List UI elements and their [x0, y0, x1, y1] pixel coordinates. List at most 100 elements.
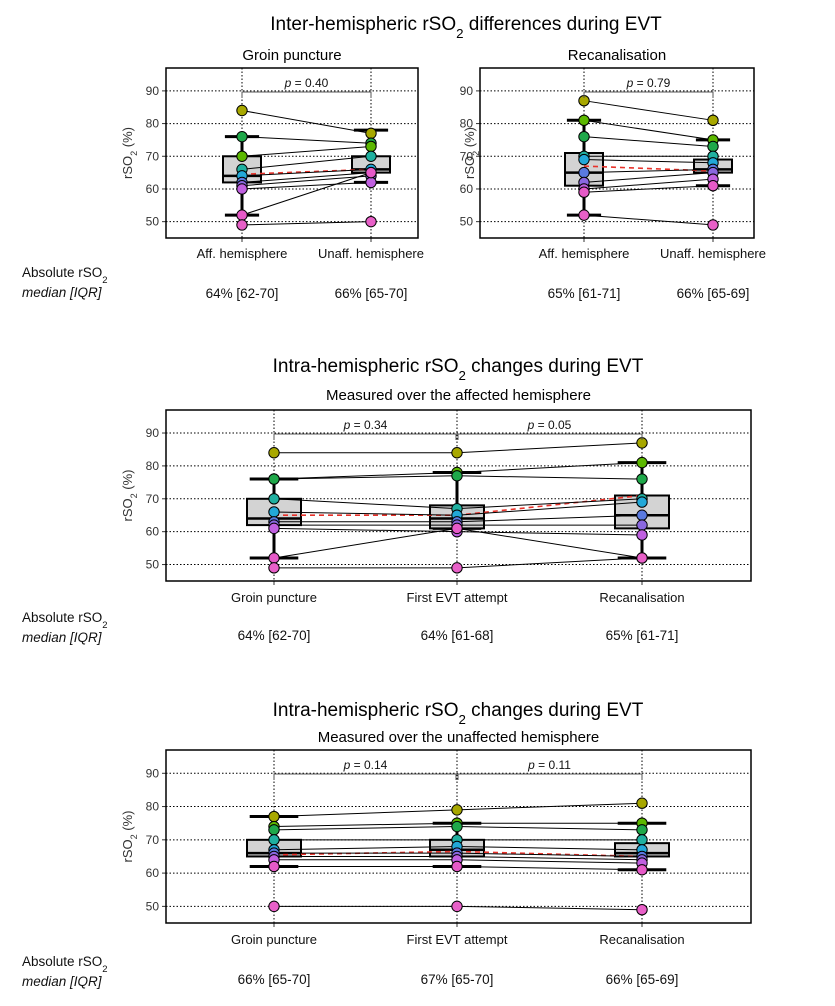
data-point-10-1 [268, 900, 280, 913]
category-label-1: Aff. hemisphere [197, 246, 288, 261]
data-point-3-2 [365, 140, 377, 153]
data-point-7-3 [636, 519, 648, 531]
data-point-10-1 [578, 209, 590, 221]
patient-line-8-2 [456, 531, 643, 536]
patient-line-2-2 [456, 462, 643, 473]
panel-subtitle: Recanalisation [568, 47, 666, 64]
data-point-2-3 [636, 456, 648, 469]
patient-line-4-1 [273, 498, 458, 510]
data-point-10-2 [451, 562, 463, 574]
patient-line-3-1 [241, 145, 372, 157]
data-point-3-1 [236, 150, 248, 162]
p-value-label-1: p = 0.40 [284, 76, 329, 90]
p-value-label-1: p = 0.14 [343, 758, 388, 772]
data-point-3-1 [268, 473, 280, 485]
patient-line-10-2 [456, 905, 643, 911]
tick-label-y-90: 90 [460, 84, 474, 98]
patient-line-3-1 [273, 475, 458, 480]
tick-label-y-80: 80 [146, 800, 160, 814]
significance-bracket-1 [273, 433, 457, 440]
median-iqr-value-2: 67% [65-70] [421, 972, 494, 987]
tick-label-y-80: 80 [146, 117, 160, 131]
section-title: Intra-hemispheric rSO2 changes during EV… [273, 700, 644, 727]
patient-line-1-1 [583, 100, 714, 121]
patient-line-5-1 [583, 159, 714, 164]
patient-line-6-2 [456, 514, 643, 523]
summary-label: Absolute rSO2 [22, 954, 108, 975]
plot-frame [479, 67, 755, 239]
data-point-10-2 [365, 215, 377, 228]
summary-sublabel: median [IQR] [22, 974, 103, 989]
data-point-2-1 [578, 114, 590, 127]
chart-panel-1: Inter-hemispheric rSO2 differences durin… [22, 14, 662, 301]
data-point-10-3 [636, 903, 648, 916]
tick-label-y-50: 50 [146, 899, 160, 913]
patient-line-1-2 [456, 442, 643, 454]
patient-line-5-2 [456, 845, 643, 851]
section-title: Intra-hemispheric rSO2 changes during EV… [273, 356, 644, 383]
patient-line-4-1 [241, 155, 372, 170]
patient-line-2-1 [241, 136, 372, 144]
data-point-5-3 [636, 496, 648, 508]
data-point-9-1 [236, 209, 248, 221]
data-point-8-1 [268, 522, 280, 535]
patient-line-9-1 [583, 185, 714, 193]
tick-label-y-50: 50 [146, 215, 160, 229]
p-value-label-2: p = 0.05 [527, 418, 572, 432]
data-point-4-2 [365, 150, 377, 162]
tick-label-y-90: 90 [146, 84, 160, 98]
category-label-2: First EVT attempt [407, 590, 508, 605]
data-point-3-1 [268, 824, 280, 836]
patient-line-3-1 [583, 136, 714, 147]
tick-label-y-70: 70 [146, 492, 160, 506]
patient-line-10-1 [583, 214, 714, 226]
patient-line-9-1 [241, 172, 372, 216]
data-point-1-2 [451, 804, 463, 816]
patient-line-5-1 [241, 168, 372, 177]
data-point-10-2 [707, 219, 719, 231]
summary-sublabel: median [IQR] [22, 285, 103, 300]
median-iqr-value-1: 65% [61-71] [548, 286, 621, 301]
patient-line-8-2 [456, 859, 643, 864]
patient-line-9-2 [456, 865, 643, 871]
patient-line-5-1 [273, 511, 458, 516]
patient-line-3-2 [456, 475, 643, 480]
p-value-label-1: p = 0.34 [343, 418, 388, 432]
patient-line-1-1 [273, 809, 458, 818]
patient-line-10-2 [456, 557, 643, 569]
patient-line-7-1 [241, 175, 372, 187]
patient-line-4-2 [456, 498, 643, 510]
patient-line-2-1 [583, 119, 714, 141]
data-point-8-1 [236, 183, 248, 195]
tick-label-y-50: 50 [460, 215, 474, 229]
data-point-3-3 [636, 473, 648, 485]
y-axis-label: rSO2 (%) [120, 127, 139, 179]
p-value-label-2: p = 0.11 [527, 758, 571, 772]
category-label-1: Groin puncture [231, 932, 317, 947]
data-point-9-2 [365, 166, 377, 179]
y-axis-label: rSO2 (%) [462, 127, 481, 179]
data-point-3-3 [636, 824, 648, 836]
tick-label-y-50: 50 [146, 558, 160, 572]
tick-label-y-90: 90 [146, 426, 160, 440]
data-point-10-2 [451, 900, 463, 913]
tick-label-y-90: 90 [146, 766, 160, 780]
data-point-9-1 [578, 186, 590, 198]
plot-frame [165, 67, 419, 239]
data-point-1-2 [451, 447, 463, 459]
category-label-3: Recanalisation [599, 932, 684, 947]
patient-line-7-2 [456, 855, 643, 861]
section-title: Inter-hemispheric rSO2 differences durin… [270, 14, 662, 41]
data-point-10-3 [636, 552, 648, 564]
data-point-8-2 [365, 176, 377, 189]
patient-line-1-2 [456, 802, 643, 811]
summary-label: Absolute rSO2 [22, 610, 108, 631]
patient-line-8-1 [241, 181, 372, 190]
median-iqr-value-3: 66% [65-69] [606, 972, 679, 987]
tick-label-y-60: 60 [146, 525, 160, 539]
patient-line-2-1 [273, 822, 458, 828]
p-value-label-1: p = 0.79 [626, 76, 671, 90]
panel-subtitle: Groin puncture [242, 47, 341, 64]
category-label-2: First EVT attempt [407, 932, 508, 947]
median-iqr-value-2: 66% [65-69] [677, 286, 750, 301]
